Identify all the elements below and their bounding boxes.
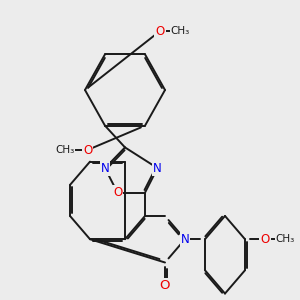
Text: O: O	[160, 279, 170, 292]
Text: CH₃: CH₃	[170, 26, 190, 36]
Text: O: O	[155, 25, 165, 38]
Text: CH₃: CH₃	[56, 145, 75, 155]
Text: N: N	[153, 162, 162, 175]
Text: N: N	[100, 162, 109, 175]
Text: CH₃: CH₃	[275, 234, 295, 244]
Text: N: N	[181, 233, 189, 246]
Text: O: O	[83, 143, 92, 157]
Text: O: O	[260, 233, 270, 246]
Text: O: O	[113, 186, 122, 199]
